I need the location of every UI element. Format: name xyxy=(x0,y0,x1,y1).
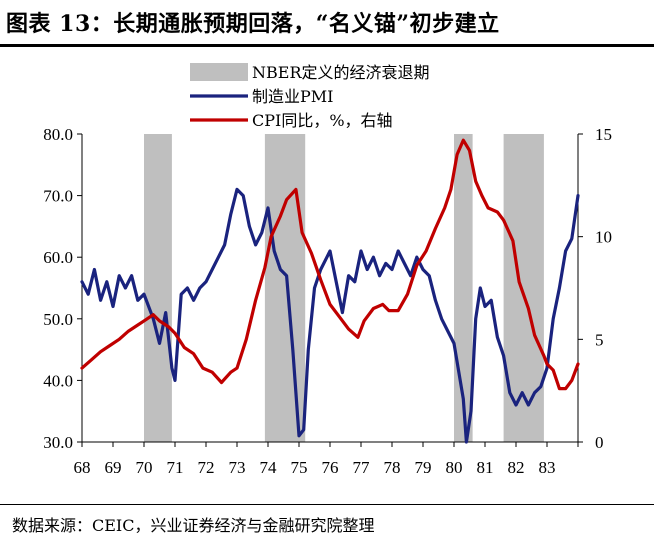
x-tick-label: 75 xyxy=(291,458,308,477)
left-tick-label: 50.0 xyxy=(43,310,73,329)
cpi-line xyxy=(80,138,580,391)
left-tick-label: 30.0 xyxy=(43,433,73,452)
x-tick-label: 80 xyxy=(446,458,463,477)
recession-band xyxy=(144,134,172,442)
recession-band xyxy=(264,134,306,442)
left-tick-label: 80.0 xyxy=(43,125,73,144)
right-tick-label: 5 xyxy=(595,330,604,349)
legend-label: CPI同比，%，右轴 xyxy=(252,111,393,130)
legend-swatch-recession xyxy=(190,63,248,81)
right-tick-label: 10 xyxy=(595,228,612,247)
axes: 30.0 40.0 50.0 60.0 70.0 80.0 0 5 10 15 68 69 70 71 72… xyxy=(43,125,612,477)
x-tick-label: 70 xyxy=(136,458,153,477)
recession-bands xyxy=(144,134,544,442)
pmi-line xyxy=(80,187,580,444)
x-tick-label: 69 xyxy=(105,458,122,477)
x-tick-label: 68 xyxy=(74,458,91,477)
x-tick-label: 72 xyxy=(198,458,215,477)
x-tick-label: 71 xyxy=(167,458,184,477)
x-tick-label: 83 xyxy=(539,458,556,477)
right-tick-label: 0 xyxy=(595,433,604,452)
left-tick-label: 40.0 xyxy=(43,371,73,390)
x-tick-label: 82 xyxy=(508,458,525,477)
x-tick-label: 78 xyxy=(384,458,401,477)
left-tick-label: 60.0 xyxy=(43,248,73,267)
left-tick-label: 70.0 xyxy=(43,187,73,206)
x-tick-label: 79 xyxy=(415,458,432,477)
source-note: 数据来源：CEIC，兴业证券经济与金融研究院整理 xyxy=(12,516,375,535)
x-tick-label: 76 xyxy=(322,458,339,477)
x-tick-label: 77 xyxy=(353,458,371,477)
series-lines xyxy=(80,138,580,444)
x-tick-label: 74 xyxy=(260,458,278,477)
x-tick-label: 81 xyxy=(477,458,494,477)
source-rule xyxy=(0,504,654,505)
legend-label: 制造业PMI xyxy=(252,87,333,106)
right-tick-label: 15 xyxy=(595,125,612,144)
x-tick-label: 73 xyxy=(229,458,246,477)
legend-label: NBER定义的经济衰退期 xyxy=(252,63,430,82)
chart-title: 图表 13：长期通胀预期回落，“名义锚”初步建立 xyxy=(6,11,500,37)
title-rule xyxy=(0,44,654,47)
